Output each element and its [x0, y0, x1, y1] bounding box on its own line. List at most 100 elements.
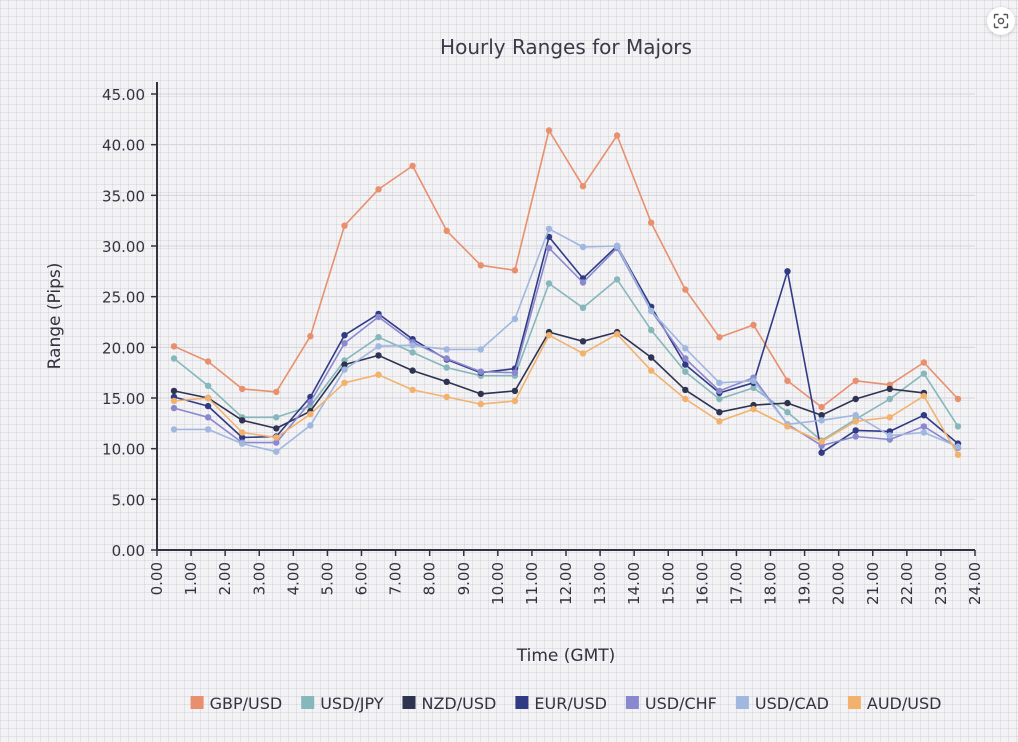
data-point-gbp-usd[interactable]	[682, 286, 689, 293]
data-point-usd-chf[interactable]	[307, 398, 314, 406]
data-point-usd-chf[interactable]	[477, 368, 484, 375]
data-point-nzd-usd[interactable]	[375, 352, 382, 359]
data-point-nzd-usd[interactable]	[818, 412, 825, 419]
data-point-usd-jpy[interactable]	[375, 334, 382, 341]
data-point-usd-cad[interactable]	[920, 429, 928, 436]
data-point-usd-jpy[interactable]	[579, 304, 587, 311]
data-point-eur-usd[interactable]	[852, 427, 859, 434]
data-point-gbp-usd[interactable]	[409, 162, 416, 170]
data-point-usd-cad[interactable]	[477, 346, 484, 353]
data-point-usd-jpy[interactable]	[170, 355, 178, 362]
data-point-aud-usd[interactable]	[170, 397, 178, 405]
data-point-usd-cad[interactable]	[273, 448, 280, 455]
data-point-gbp-usd[interactable]	[818, 403, 825, 411]
data-point-nzd-usd[interactable]	[716, 409, 723, 416]
data-point-aud-usd[interactable]	[954, 451, 962, 458]
data-point-usd-cad[interactable]	[852, 412, 859, 419]
data-point-eur-usd[interactable]	[682, 361, 689, 368]
data-point-aud-usd[interactable]	[613, 331, 621, 338]
data-point-gbp-usd[interactable]	[443, 227, 450, 234]
data-point-aud-usd[interactable]	[477, 400, 484, 408]
data-point-aud-usd[interactable]	[545, 332, 553, 339]
data-point-nzd-usd[interactable]	[682, 386, 689, 394]
data-point-gbp-usd[interactable]	[920, 359, 928, 366]
data-point-usd-jpy[interactable]	[886, 395, 893, 403]
data-point-usd-cad[interactable]	[818, 417, 825, 424]
data-point-gbp-usd[interactable]	[375, 186, 382, 193]
data-point-eur-usd[interactable]	[545, 233, 553, 241]
data-point-gbp-usd[interactable]	[511, 267, 519, 274]
data-point-gbp-usd[interactable]	[852, 377, 859, 384]
data-point-usd-chf[interactable]	[682, 355, 689, 362]
data-point-usd-jpy[interactable]	[750, 384, 757, 392]
data-point-usd-jpy[interactable]	[273, 414, 280, 421]
data-point-aud-usd[interactable]	[682, 395, 689, 403]
data-point-nzd-usd[interactable]	[511, 387, 519, 395]
data-point-aud-usd[interactable]	[716, 418, 723, 425]
data-point-usd-chf[interactable]	[579, 279, 587, 286]
data-point-usd-chf[interactable]	[375, 313, 382, 321]
data-point-usd-cad[interactable]	[341, 366, 348, 373]
data-point-nzd-usd[interactable]	[409, 367, 416, 374]
data-point-gbp-usd[interactable]	[204, 358, 212, 365]
data-point-usd-jpy[interactable]	[409, 349, 416, 356]
data-point-usd-cad[interactable]	[307, 422, 314, 429]
data-point-usd-chf[interactable]	[852, 433, 859, 440]
data-point-usd-cad[interactable]	[648, 307, 655, 315]
data-point-aud-usd[interactable]	[886, 414, 893, 421]
legend-item-eur-usd[interactable]: EUR/USD	[515, 694, 607, 713]
data-point-aud-usd[interactable]	[409, 386, 416, 394]
data-point-aud-usd[interactable]	[443, 393, 450, 401]
data-point-usd-jpy[interactable]	[784, 409, 791, 416]
data-point-usd-chf[interactable]	[341, 340, 348, 347]
data-point-aud-usd[interactable]	[239, 429, 246, 436]
legend-item-nzd-usd[interactable]: NZD/USD	[402, 694, 497, 713]
data-point-usd-jpy[interactable]	[648, 326, 655, 334]
data-point-usd-jpy[interactable]	[613, 276, 621, 283]
data-point-usd-jpy[interactable]	[204, 382, 212, 389]
data-point-nzd-usd[interactable]	[579, 338, 587, 345]
data-point-gbp-usd[interactable]	[613, 132, 621, 139]
data-point-gbp-usd[interactable]	[170, 343, 178, 350]
data-point-gbp-usd[interactable]	[954, 395, 962, 403]
data-point-aud-usd[interactable]	[750, 405, 757, 413]
data-point-eur-usd[interactable]	[920, 412, 928, 419]
data-point-usd-cad[interactable]	[545, 225, 553, 232]
data-point-usd-chf[interactable]	[716, 387, 723, 395]
data-point-nzd-usd[interactable]	[784, 399, 791, 407]
data-point-usd-cad[interactable]	[443, 346, 450, 353]
data-point-usd-jpy[interactable]	[545, 280, 553, 287]
data-point-gbp-usd[interactable]	[579, 183, 587, 190]
data-point-nzd-usd[interactable]	[341, 361, 348, 368]
data-point-usd-cad[interactable]	[204, 426, 212, 433]
data-point-gbp-usd[interactable]	[307, 333, 314, 340]
lens-scan-button[interactable]	[987, 7, 1015, 35]
data-point-aud-usd[interactable]	[511, 397, 519, 405]
data-point-eur-usd[interactable]	[341, 332, 348, 339]
data-point-nzd-usd[interactable]	[886, 385, 893, 393]
data-point-gbp-usd[interactable]	[784, 377, 791, 384]
data-point-nzd-usd[interactable]	[239, 417, 246, 424]
data-point-usd-jpy[interactable]	[682, 368, 689, 375]
legend-item-gbp-usd[interactable]: GBP/USD	[190, 694, 283, 713]
data-point-usd-cad[interactable]	[682, 345, 689, 352]
data-point-usd-cad[interactable]	[613, 242, 621, 250]
data-point-usd-cad[interactable]	[170, 426, 178, 433]
data-point-aud-usd[interactable]	[648, 367, 655, 374]
data-point-aud-usd[interactable]	[341, 379, 348, 386]
data-point-usd-cad[interactable]	[239, 440, 246, 447]
data-point-gbp-usd[interactable]	[648, 219, 655, 226]
data-point-usd-jpy[interactable]	[716, 395, 723, 403]
data-point-usd-chf[interactable]	[443, 355, 450, 362]
data-point-usd-cad[interactable]	[716, 379, 723, 386]
data-point-eur-usd[interactable]	[784, 268, 791, 275]
data-point-usd-chf[interactable]	[920, 423, 928, 430]
legend-item-aud-usd[interactable]: AUD/USD	[847, 694, 942, 713]
data-point-aud-usd[interactable]	[204, 394, 212, 402]
data-point-usd-cad[interactable]	[511, 315, 519, 323]
legend-item-usd-chf[interactable]: USD/CHF	[625, 694, 717, 713]
data-point-usd-chf[interactable]	[545, 244, 553, 252]
data-point-aud-usd[interactable]	[818, 438, 825, 445]
data-point-usd-jpy[interactable]	[920, 370, 928, 377]
data-point-eur-usd[interactable]	[239, 434, 246, 441]
